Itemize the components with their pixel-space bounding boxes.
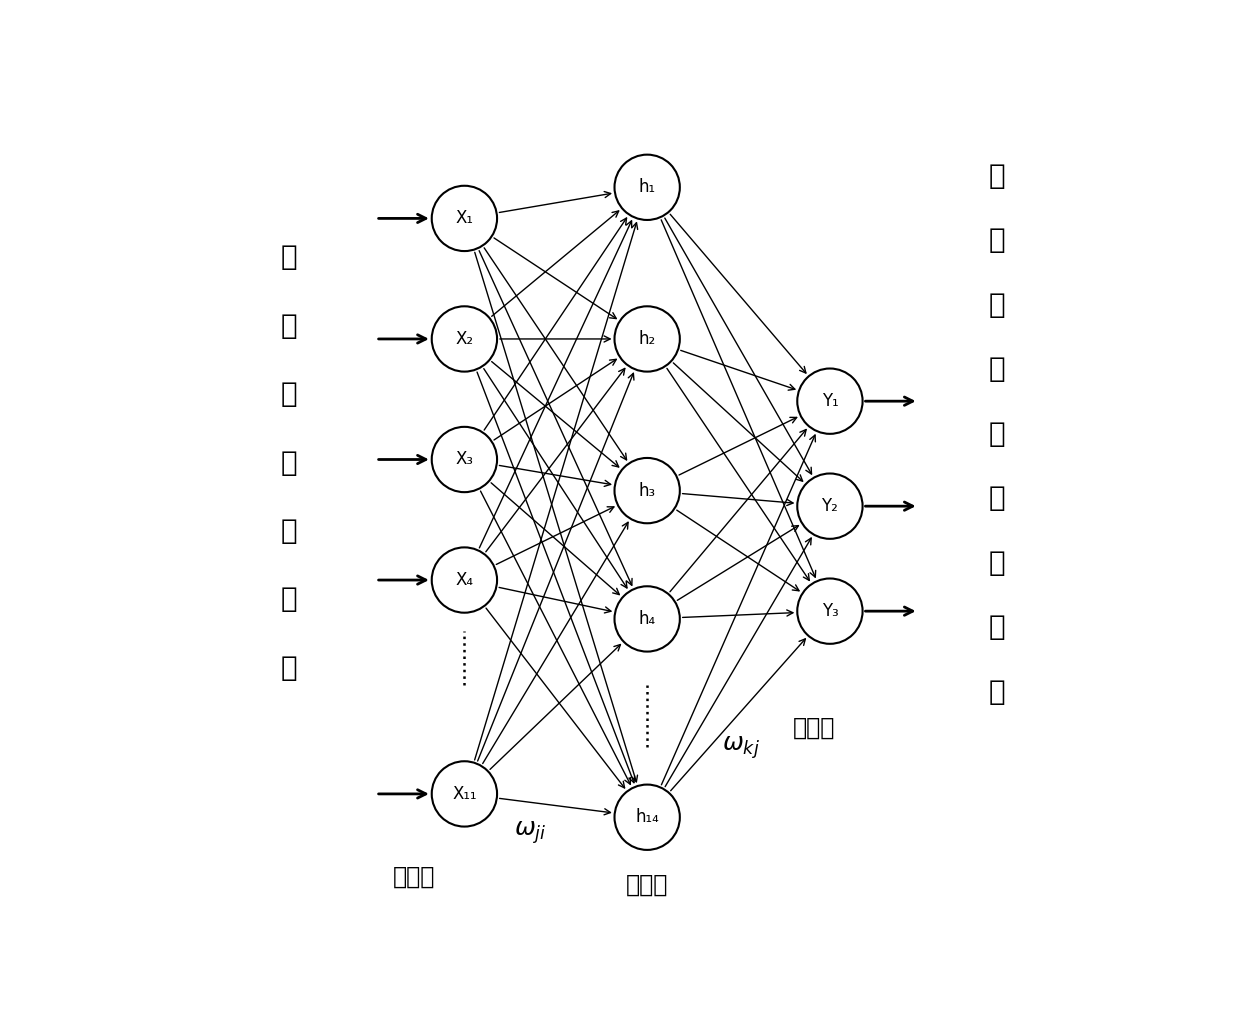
Text: 数: 数 bbox=[281, 653, 298, 682]
Text: h₁: h₁ bbox=[639, 179, 656, 196]
Text: X₁₁: X₁₁ bbox=[453, 785, 476, 803]
Text: 耗: 耗 bbox=[988, 678, 1006, 706]
Text: 再: 再 bbox=[988, 291, 1006, 319]
Circle shape bbox=[797, 474, 863, 538]
Text: 损: 损 bbox=[988, 613, 1006, 641]
Text: Y₂: Y₂ bbox=[821, 497, 838, 515]
Text: 参: 参 bbox=[281, 586, 298, 613]
Text: 再: 再 bbox=[281, 380, 298, 408]
Text: 造: 造 bbox=[281, 517, 298, 545]
Text: 境: 境 bbox=[988, 548, 1006, 577]
Text: Y₁: Y₁ bbox=[822, 392, 838, 410]
Circle shape bbox=[615, 306, 680, 372]
Circle shape bbox=[432, 186, 497, 251]
Circle shape bbox=[615, 458, 680, 523]
Text: X₃: X₃ bbox=[455, 450, 474, 469]
Text: h₃: h₃ bbox=[639, 482, 656, 500]
Text: 环: 环 bbox=[988, 485, 1006, 512]
Text: 输入层: 输入层 bbox=[393, 866, 435, 889]
Text: X₂: X₂ bbox=[455, 330, 474, 348]
Circle shape bbox=[432, 306, 497, 372]
Circle shape bbox=[797, 579, 863, 643]
Circle shape bbox=[432, 427, 497, 492]
Text: Y₃: Y₃ bbox=[822, 602, 838, 620]
Text: 输出层: 输出层 bbox=[794, 716, 836, 739]
Circle shape bbox=[432, 547, 497, 613]
Text: 制: 制 bbox=[281, 448, 298, 477]
Text: 入: 入 bbox=[281, 312, 298, 339]
Text: 输: 输 bbox=[281, 243, 298, 272]
Text: 隐含层: 隐含层 bbox=[626, 873, 668, 897]
Circle shape bbox=[615, 155, 680, 220]
Text: 制: 制 bbox=[988, 356, 1006, 383]
Text: 造: 造 bbox=[988, 420, 1006, 447]
Circle shape bbox=[615, 785, 680, 849]
Text: $\omega_{ji}$: $\omega_{ji}$ bbox=[515, 819, 547, 846]
Text: $\omega_{kj}$: $\omega_{kj}$ bbox=[722, 734, 759, 761]
Text: X₄: X₄ bbox=[455, 571, 474, 589]
Text: 出: 出 bbox=[988, 226, 1006, 255]
Text: h₂: h₂ bbox=[639, 330, 656, 348]
Circle shape bbox=[797, 369, 863, 434]
Text: 输: 输 bbox=[988, 162, 1006, 190]
Text: h₄: h₄ bbox=[639, 610, 656, 628]
Text: X₁: X₁ bbox=[455, 209, 474, 227]
Circle shape bbox=[432, 762, 497, 826]
Circle shape bbox=[615, 586, 680, 651]
Text: h₁₄: h₁₄ bbox=[635, 808, 658, 826]
